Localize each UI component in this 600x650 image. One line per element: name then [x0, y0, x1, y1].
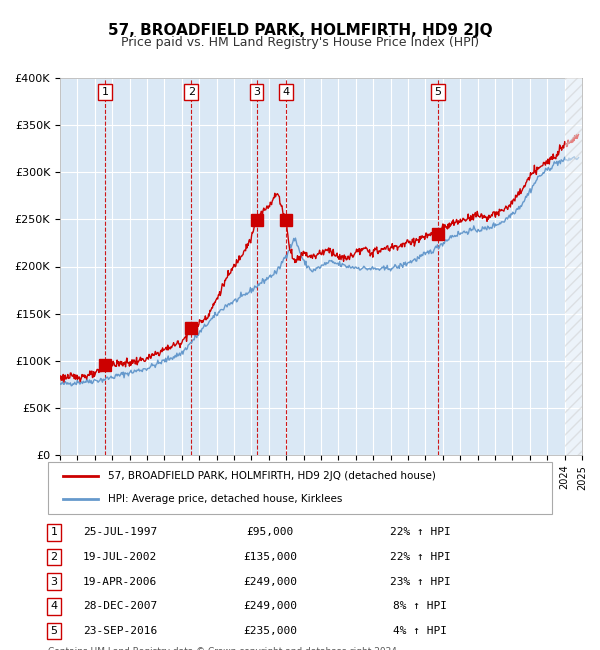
Text: 1: 1: [101, 87, 109, 97]
Text: Price paid vs. HM Land Registry's House Price Index (HPI): Price paid vs. HM Land Registry's House …: [121, 36, 479, 49]
Text: 8% ↑ HPI: 8% ↑ HPI: [393, 601, 447, 612]
Text: 25-JUL-1997: 25-JUL-1997: [83, 527, 157, 538]
Text: 28-DEC-2007: 28-DEC-2007: [83, 601, 157, 612]
Text: 4% ↑ HPI: 4% ↑ HPI: [393, 626, 447, 636]
Text: £135,000: £135,000: [243, 552, 297, 562]
Text: £95,000: £95,000: [247, 527, 293, 538]
Text: 4: 4: [282, 87, 289, 97]
Text: 57, BROADFIELD PARK, HOLMFIRTH, HD9 2JQ: 57, BROADFIELD PARK, HOLMFIRTH, HD9 2JQ: [107, 23, 493, 38]
Text: HPI: Average price, detached house, Kirklees: HPI: Average price, detached house, Kirk…: [109, 494, 343, 504]
Text: 3: 3: [50, 577, 58, 587]
Text: 3: 3: [253, 87, 260, 97]
Text: 23-SEP-2016: 23-SEP-2016: [83, 626, 157, 636]
Text: 23% ↑ HPI: 23% ↑ HPI: [389, 577, 451, 587]
Text: 2: 2: [50, 552, 58, 562]
Text: 5: 5: [434, 87, 442, 97]
Text: 4: 4: [50, 601, 58, 612]
Text: 19-JUL-2002: 19-JUL-2002: [83, 552, 157, 562]
Text: £249,000: £249,000: [243, 577, 297, 587]
FancyBboxPatch shape: [48, 462, 552, 514]
Text: 22% ↑ HPI: 22% ↑ HPI: [389, 527, 451, 538]
Text: 22% ↑ HPI: 22% ↑ HPI: [389, 552, 451, 562]
Text: 1: 1: [50, 527, 58, 538]
Text: Contains HM Land Registry data © Crown copyright and database right 2024.: Contains HM Land Registry data © Crown c…: [48, 647, 400, 650]
Text: 5: 5: [50, 626, 58, 636]
Text: £235,000: £235,000: [243, 626, 297, 636]
Text: 57, BROADFIELD PARK, HOLMFIRTH, HD9 2JQ (detached house): 57, BROADFIELD PARK, HOLMFIRTH, HD9 2JQ …: [109, 471, 436, 481]
Text: 19-APR-2006: 19-APR-2006: [83, 577, 157, 587]
Text: 2: 2: [188, 87, 195, 97]
Text: £249,000: £249,000: [243, 601, 297, 612]
